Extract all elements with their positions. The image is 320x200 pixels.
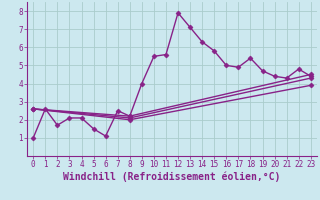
X-axis label: Windchill (Refroidissement éolien,°C): Windchill (Refroidissement éolien,°C): [63, 172, 281, 182]
